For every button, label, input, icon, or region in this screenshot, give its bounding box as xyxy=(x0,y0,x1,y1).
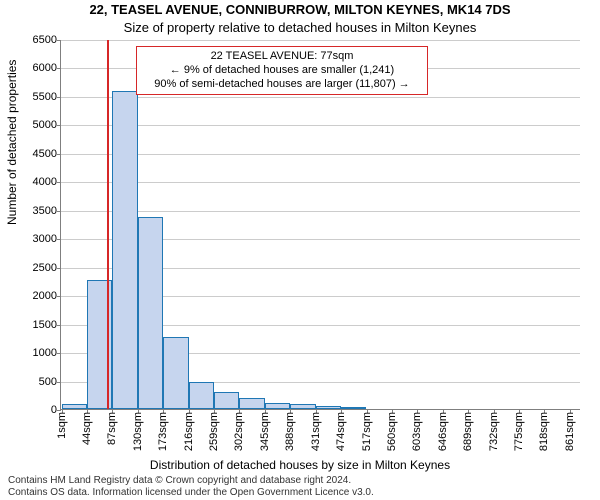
x-tick-label: 431sqm xyxy=(310,409,322,451)
y-tick-mark xyxy=(57,268,61,269)
x-tick-label: 173sqm xyxy=(157,409,169,451)
y-tick-mark xyxy=(57,182,61,183)
x-tick-label: 646sqm xyxy=(437,409,449,451)
histogram-bar xyxy=(112,91,137,409)
x-tick-label: 130sqm xyxy=(132,409,144,451)
x-tick-label: 87sqm xyxy=(106,409,118,445)
histogram-bar xyxy=(138,217,163,409)
x-tick-label: 818sqm xyxy=(538,409,550,451)
x-tick-label: 560sqm xyxy=(386,409,398,451)
copyright-text: Contains HM Land Registry data © Crown c… xyxy=(8,475,374,498)
chart-subtitle: Size of property relative to detached ho… xyxy=(0,20,600,35)
y-tick-mark xyxy=(57,325,61,326)
x-tick-label: 259sqm xyxy=(208,409,220,451)
gridline xyxy=(61,97,580,98)
gridline xyxy=(61,211,580,212)
y-tick-mark xyxy=(57,239,61,240)
gridline xyxy=(61,154,580,155)
x-tick-label: 603sqm xyxy=(411,409,423,451)
plot-area: 0500100015002000250030003500400045005000… xyxy=(60,40,580,410)
y-tick-mark xyxy=(57,154,61,155)
x-tick-label: 474sqm xyxy=(335,409,347,451)
y-tick-mark xyxy=(57,296,61,297)
x-tick-label: 345sqm xyxy=(259,409,271,451)
histogram-bar xyxy=(239,398,264,409)
gridline xyxy=(61,40,580,41)
y-tick-mark xyxy=(57,353,61,354)
x-tick-label: 861sqm xyxy=(564,409,576,451)
y-tick-mark xyxy=(57,68,61,69)
x-tick-label: 517sqm xyxy=(361,409,373,451)
x-tick-label: 44sqm xyxy=(81,409,93,445)
callout-line: 90% of semi-detached houses are larger (… xyxy=(143,78,421,92)
y-tick-mark xyxy=(57,382,61,383)
callout-line: 22 TEASEL AVENUE: 77sqm xyxy=(143,50,421,64)
x-tick-label: 1sqm xyxy=(56,409,68,439)
copyright-line: Contains HM Land Registry data © Crown c… xyxy=(8,475,374,487)
callout-line: ← 9% of detached houses are smaller (1,2… xyxy=(143,64,421,78)
histogram-bar xyxy=(214,392,239,409)
x-tick-label: 388sqm xyxy=(284,409,296,451)
y-axis-label: Number of detached properties xyxy=(5,60,19,225)
x-tick-label: 302sqm xyxy=(233,409,245,451)
y-tick-mark xyxy=(57,125,61,126)
histogram-bar xyxy=(163,337,188,409)
gridline xyxy=(61,182,580,183)
y-tick-mark xyxy=(57,97,61,98)
x-tick-label: 216sqm xyxy=(183,409,195,451)
gridline xyxy=(61,125,580,126)
histogram-bar xyxy=(189,382,214,409)
callout-box: 22 TEASEL AVENUE: 77sqm← 9% of detached … xyxy=(136,46,428,95)
x-tick-label: 732sqm xyxy=(488,409,500,451)
x-axis-label: Distribution of detached houses by size … xyxy=(0,458,600,472)
x-tick-label: 775sqm xyxy=(513,409,525,451)
y-tick-mark xyxy=(57,211,61,212)
copyright-line: Contains OS data. Information licensed u… xyxy=(8,487,374,499)
property-marker-line xyxy=(107,40,109,409)
chart-title: 22, TEASEL AVENUE, CONNIBURROW, MILTON K… xyxy=(0,2,600,17)
x-tick-label: 689sqm xyxy=(462,409,474,451)
histogram-bar xyxy=(87,280,112,409)
y-tick-mark xyxy=(57,40,61,41)
